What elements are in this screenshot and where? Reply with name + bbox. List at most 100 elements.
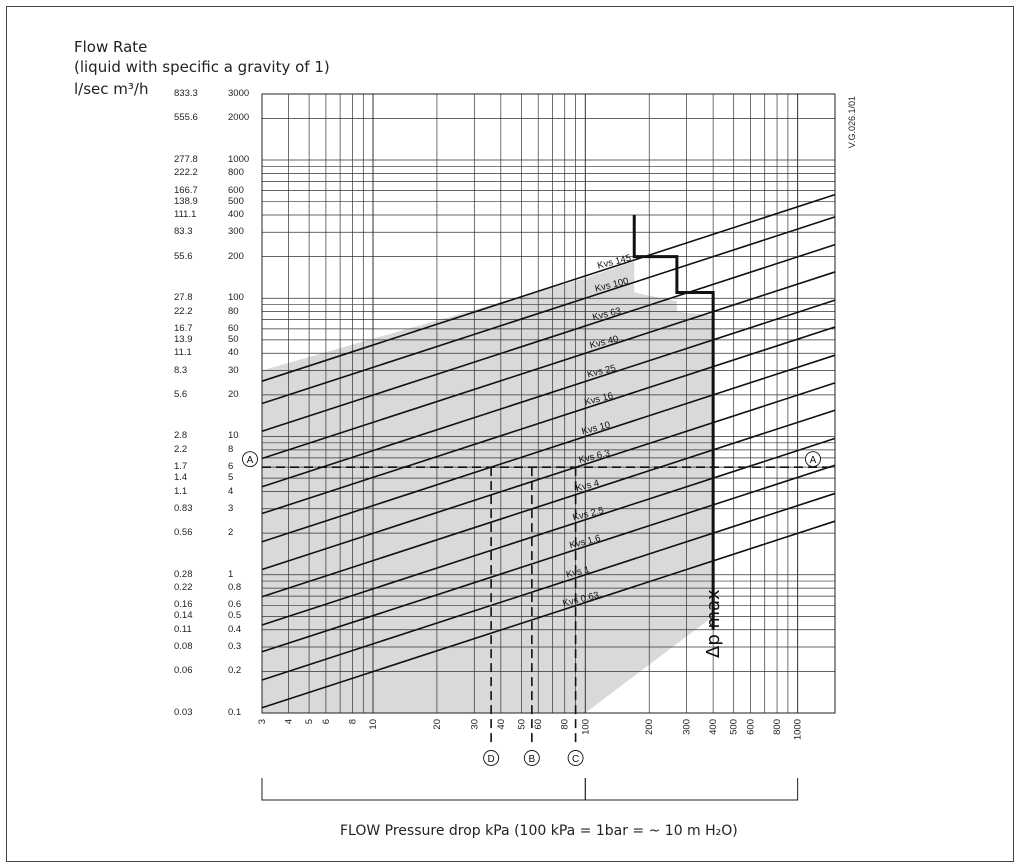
- x-axis-label: FLOW Pressure drop kPa (100 kPa = 1bar =…: [340, 823, 738, 839]
- y-tick-label-m3h: 40: [228, 347, 239, 359]
- kvs-line: [261, 492, 836, 681]
- kvs-line: [261, 354, 836, 543]
- x-tick-label: 30: [469, 719, 480, 730]
- y-tick-label-m3h: 0.4: [228, 623, 242, 635]
- y-tick-label-ls: 1.7: [174, 461, 188, 473]
- x-tick-label: 100: [580, 719, 591, 735]
- x-tick-label: 4: [284, 719, 295, 724]
- kvs-line: [261, 464, 836, 653]
- y-tick-label-ls: 166.7: [174, 184, 198, 196]
- y-tick-label-m3h: 0.1: [228, 707, 242, 718]
- y-tick-label-m3h: 60: [228, 322, 239, 334]
- y-tick-label-ls: 2.8: [174, 430, 188, 442]
- y-tick-label-m3h: 50: [228, 333, 239, 345]
- y-tick-label-ls: 0.14: [174, 610, 193, 622]
- x-tick-label: 500: [729, 719, 740, 735]
- y-tick-label-ls: 5.6: [174, 388, 188, 400]
- y-tick-label-m3h: 30: [228, 364, 239, 376]
- y-tick-label-ls: 833.3: [174, 88, 198, 99]
- reference-code: V.G.026.1/01: [847, 96, 857, 149]
- x-tick-label: 10: [368, 719, 379, 730]
- x-tick-label: 8: [347, 719, 358, 724]
- example-marker-label: B: [529, 754, 536, 765]
- kvs-line: [261, 437, 836, 626]
- y-tick-label-m3h: 200: [228, 250, 244, 262]
- header-line-1: Flow Rate: [74, 38, 148, 56]
- working-range-band: [262, 261, 714, 713]
- y-tick-label-ls: 83.3: [174, 226, 193, 238]
- y-tick-label-m3h: 0.5: [228, 610, 242, 622]
- kvs-line: [261, 299, 836, 488]
- y-tick-label-ls: 277.8: [174, 153, 198, 165]
- example-marker-label: A: [810, 455, 817, 466]
- y-tick-label-m3h: 100: [228, 292, 244, 304]
- x-tick-label: 200: [644, 719, 655, 735]
- dp-max-line: [632, 214, 715, 630]
- y-tick-label-m3h: 400: [228, 208, 244, 220]
- y-tick-label-ls: 111.1: [174, 208, 197, 220]
- x-tick-label: 80: [560, 719, 571, 730]
- y-tick-label-m3h: 2: [228, 527, 234, 539]
- y-tick-label-ls: 222.2: [174, 167, 198, 179]
- y-tick-label-ls: 0.08: [174, 641, 193, 653]
- y-tick-label-ls: 27.8: [174, 292, 193, 304]
- y-tick-label-m3h: 3000: [228, 88, 250, 99]
- y-tick-label-m3h: 1: [228, 568, 234, 580]
- y-tick-label-ls: 13.9: [174, 333, 193, 345]
- kvs-line: [261, 216, 836, 405]
- x-tick-label: 3: [257, 719, 268, 724]
- y-tick-label-m3h: 10: [228, 430, 239, 442]
- x-tick-label: 300: [682, 719, 693, 735]
- y-tick-label-m3h: 0.6: [228, 599, 242, 611]
- x-tick-label: 600: [746, 719, 757, 735]
- y-tick-label-m3h: 5: [228, 472, 234, 484]
- y-tick-label-ls: 1.1: [174, 485, 188, 497]
- kvs-line: [261, 409, 836, 598]
- x-tick-label: 40: [496, 719, 507, 730]
- kvs-line: [261, 382, 836, 571]
- chart-frame: [6, 6, 1014, 862]
- y-tick-label-m3h: 800: [228, 167, 244, 179]
- y-tick-label-ls: 138.9: [174, 195, 198, 207]
- y-tick-label-ls: 1.4: [174, 472, 188, 484]
- y-tick-label-m3h: 8: [228, 443, 234, 455]
- y-tick-label-m3h: 6: [228, 461, 234, 473]
- kvs-line: [261, 271, 836, 460]
- y-tick-label-ls: 0.22: [174, 582, 193, 594]
- y-tick-label-m3h: 300: [228, 226, 244, 238]
- x-tick-label: 800: [772, 719, 783, 735]
- y-tick-label-m3h: 3: [228, 502, 234, 514]
- x-tick-label: 400: [708, 719, 719, 735]
- x-tick-label: 6: [321, 719, 332, 724]
- y-tick-label-ls: 555.6: [174, 112, 198, 124]
- y-tick-label-ls: 0.28: [174, 568, 193, 580]
- y-tick-label-m3h: 1000: [228, 153, 250, 165]
- x-tick-label: 60: [533, 719, 544, 730]
- example-marker-circle: [483, 750, 500, 766]
- y-tick-label-m3h: 0.3: [228, 641, 242, 653]
- y-tick-label-m3h: 600: [228, 184, 244, 196]
- dp-max-label: Δp max: [703, 589, 724, 658]
- example-marker-circle: [242, 451, 258, 468]
- x-tick-label: 5: [304, 719, 315, 724]
- kvs-line: [261, 193, 836, 382]
- kvs-line: [261, 243, 836, 433]
- y-tick-label-m3h: 4: [228, 485, 234, 497]
- header-line-3: l/sec m³/h: [74, 80, 149, 98]
- y-tick-label-ls: 8.3: [174, 364, 188, 376]
- y-tick-label-ls: 22.2: [174, 305, 193, 317]
- y-tick-label-ls: 0.56: [174, 527, 193, 539]
- range-bracket: [261, 778, 586, 801]
- range-bracket: [584, 778, 799, 801]
- x-tick-label: 50: [516, 719, 527, 730]
- y-tick-label-m3h: 0.8: [228, 582, 242, 594]
- x-tick-label: 1000: [793, 719, 804, 740]
- example-marker-circle: [523, 750, 540, 766]
- example-marker-circle: [805, 451, 821, 468]
- y-tick-label-ls: 0.16: [174, 599, 193, 611]
- y-tick-label-m3h: 2000: [228, 112, 250, 124]
- example-marker-label: C: [572, 754, 579, 765]
- y-tick-label-ls: 16.7: [174, 322, 193, 334]
- y-tick-label-ls: 55.6: [174, 250, 193, 262]
